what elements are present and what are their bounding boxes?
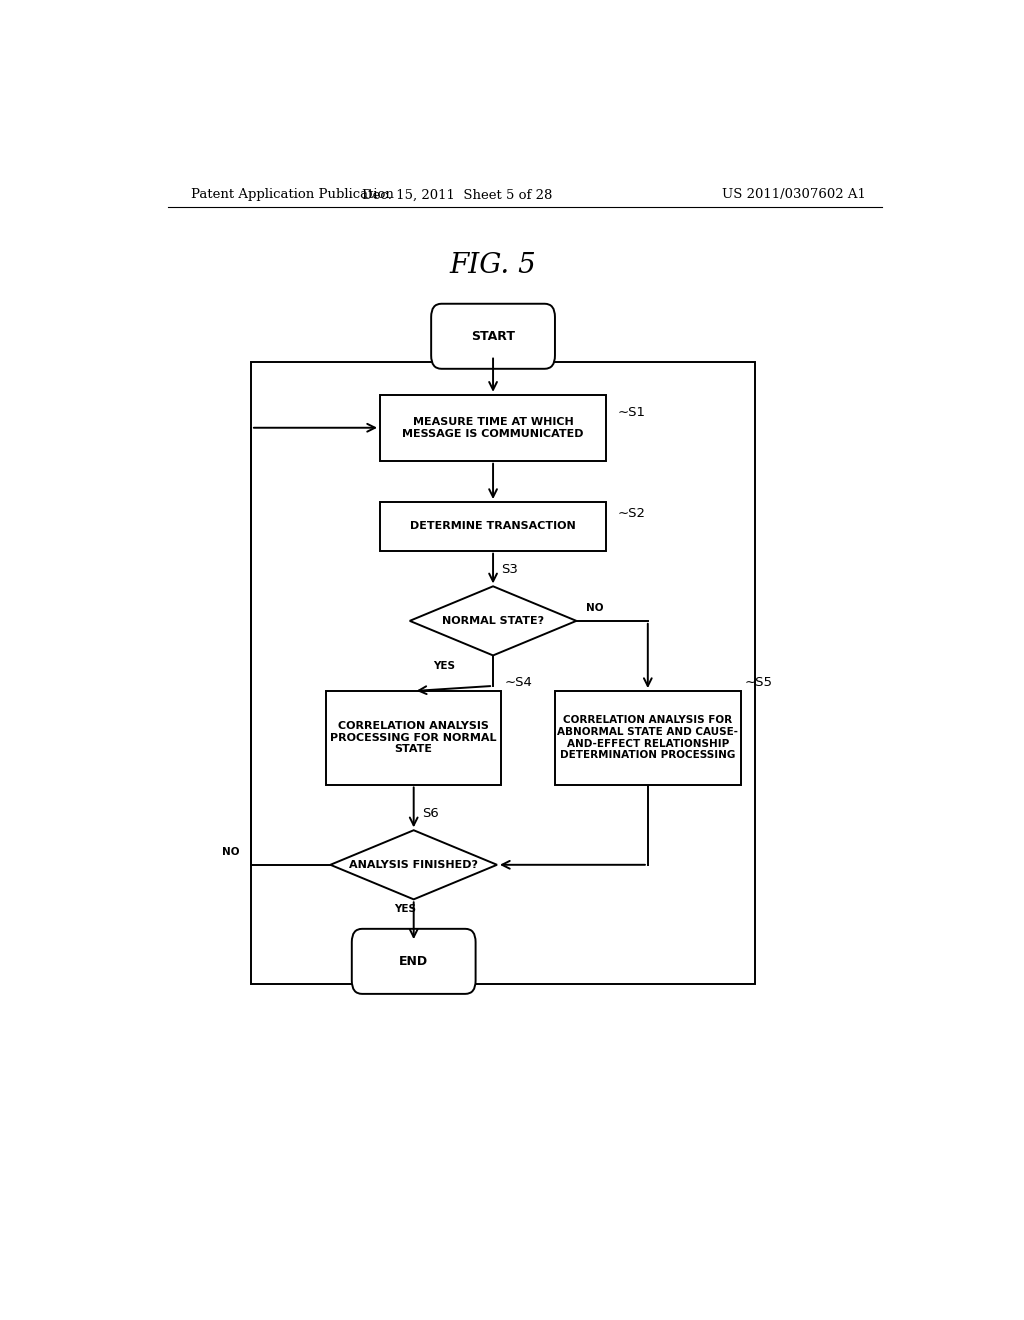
Text: START: START xyxy=(471,330,515,343)
Text: YES: YES xyxy=(394,904,416,915)
Text: CORRELATION ANALYSIS FOR
ABNORMAL STATE AND CAUSE-
AND-EFFECT RELATIONSHIP
DETER: CORRELATION ANALYSIS FOR ABNORMAL STATE … xyxy=(557,715,738,760)
Text: ∼S2: ∼S2 xyxy=(618,507,646,520)
Text: MEASURE TIME AT WHICH
MESSAGE IS COMMUNICATED: MEASURE TIME AT WHICH MESSAGE IS COMMUNI… xyxy=(402,417,584,438)
Text: ∼S5: ∼S5 xyxy=(745,676,773,689)
Polygon shape xyxy=(331,830,497,899)
Text: DETERMINE TRANSACTION: DETERMINE TRANSACTION xyxy=(411,521,575,532)
Text: NO: NO xyxy=(586,603,603,612)
Bar xyxy=(380,502,606,550)
Text: S6: S6 xyxy=(422,807,438,820)
Bar xyxy=(251,362,755,983)
Text: CORRELATION ANALYSIS
PROCESSING FOR NORMAL
STATE: CORRELATION ANALYSIS PROCESSING FOR NORM… xyxy=(331,721,497,754)
Text: ∼S4: ∼S4 xyxy=(505,676,532,689)
Polygon shape xyxy=(410,586,577,656)
Text: YES: YES xyxy=(433,660,456,671)
Text: END: END xyxy=(399,954,428,968)
Text: ANALYSIS FINISHED?: ANALYSIS FINISHED? xyxy=(349,859,478,870)
Bar xyxy=(380,395,606,461)
Text: NORMAL STATE?: NORMAL STATE? xyxy=(442,616,544,626)
Bar xyxy=(327,690,501,784)
Text: Dec. 15, 2011  Sheet 5 of 28: Dec. 15, 2011 Sheet 5 of 28 xyxy=(362,189,553,202)
Text: FIG. 5: FIG. 5 xyxy=(450,252,537,279)
Text: S3: S3 xyxy=(501,564,518,576)
FancyBboxPatch shape xyxy=(352,929,475,994)
Text: ∼S1: ∼S1 xyxy=(618,407,646,418)
Text: NO: NO xyxy=(221,846,240,857)
Text: Patent Application Publication: Patent Application Publication xyxy=(191,189,394,202)
Text: US 2011/0307602 A1: US 2011/0307602 A1 xyxy=(722,189,866,202)
FancyBboxPatch shape xyxy=(431,304,555,368)
Bar xyxy=(555,690,741,784)
